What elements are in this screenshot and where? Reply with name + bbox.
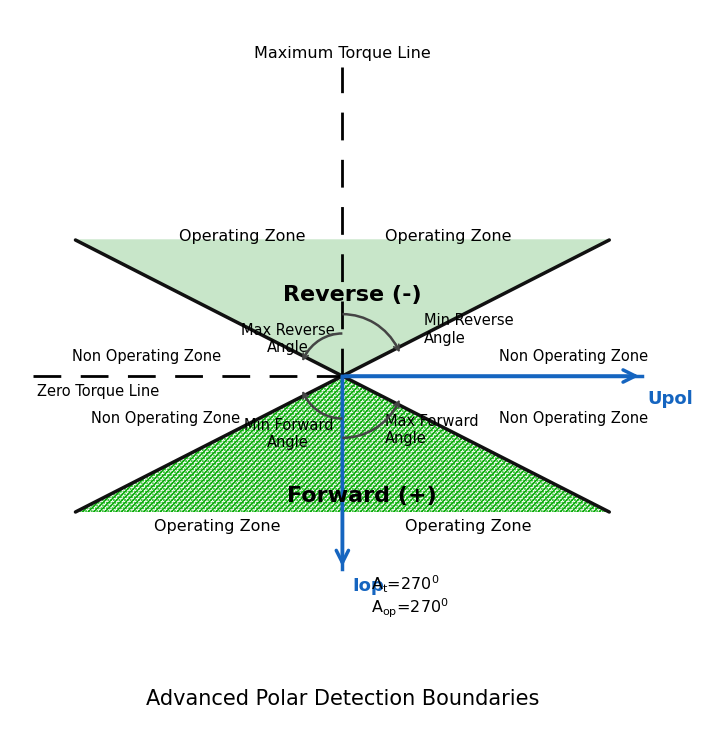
Text: Upol: Upol: [648, 390, 693, 408]
Text: Min Forward
Angle: Min Forward Angle: [244, 418, 333, 450]
Text: Forward (+): Forward (+): [287, 486, 436, 506]
Text: $\mathregular{A_{op}}$=270$^0$: $\mathregular{A_{op}}$=270$^0$: [372, 596, 449, 620]
Text: Non Operating Zone: Non Operating Zone: [498, 349, 648, 364]
Text: Non Operating Zone: Non Operating Zone: [72, 349, 221, 364]
Polygon shape: [75, 376, 609, 512]
Text: Non Operating Zone: Non Operating Zone: [498, 411, 648, 426]
Text: Advanced Polar Detection Boundaries: Advanced Polar Detection Boundaries: [146, 689, 539, 709]
Text: Operating Zone: Operating Zone: [405, 519, 532, 534]
Text: Operating Zone: Operating Zone: [153, 519, 280, 534]
Polygon shape: [75, 240, 609, 376]
Text: Iop: Iop: [352, 577, 384, 595]
Text: Zero Torque Line: Zero Torque Line: [37, 384, 159, 399]
Text: Operating Zone: Operating Zone: [385, 229, 512, 244]
Text: $\mathregular{A_t}$=270$^0$: $\mathregular{A_t}$=270$^0$: [372, 574, 440, 596]
Text: Min Reverse
Angle: Min Reverse Angle: [424, 314, 513, 346]
Text: Operating Zone: Operating Zone: [179, 229, 305, 244]
Text: Max Forward
Angle: Max Forward Angle: [385, 414, 479, 447]
Text: Reverse (-): Reverse (-): [283, 285, 422, 305]
Text: Non Operating Zone: Non Operating Zone: [91, 411, 240, 426]
Text: Max Reverse
Angle: Max Reverse Angle: [241, 323, 335, 356]
Text: Maximum Torque Line: Maximum Torque Line: [254, 46, 431, 61]
Polygon shape: [75, 376, 609, 512]
